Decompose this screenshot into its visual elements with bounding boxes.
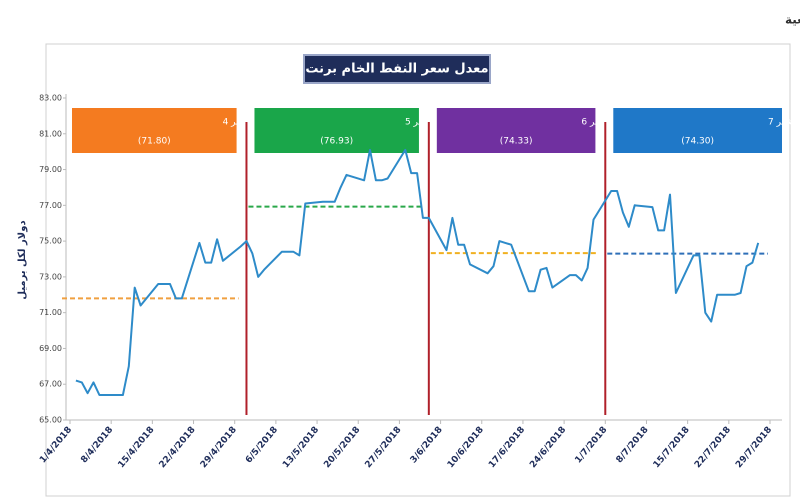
x-tick-label: 29/7/2018	[734, 425, 774, 470]
period-value-label: (74.30)	[681, 137, 714, 147]
y-tick-label: 73.00	[39, 272, 62, 281]
y-axis-label: دولار لكل برميل	[17, 220, 28, 299]
x-tick-label: 1/7/2018	[573, 425, 609, 465]
y-tick-label: 65.00	[39, 416, 62, 425]
x-tick-label: 10/6/2018	[446, 425, 486, 470]
x-tick-label: 1/4/2018	[38, 425, 74, 465]
x-tick-label: 27/5/2018	[364, 425, 404, 470]
y-tick-label: 67.00	[39, 380, 62, 389]
period-label: معدل اربع اسابيع من شهر 7	[768, 118, 800, 128]
x-tick-label: 22/7/2018	[693, 425, 733, 470]
x-tick-label: 22/4/2018	[158, 425, 198, 470]
price-line	[75, 148, 760, 396]
x-tick-label: 20/5/2018	[322, 425, 362, 470]
y-tick-label: 83.00	[39, 94, 62, 103]
period-value-label: (74.33)	[500, 137, 533, 147]
period-value-label: (76.93)	[320, 137, 353, 147]
y-tick-label: 75.00	[39, 237, 62, 246]
x-tick-label: 8/4/2018	[79, 425, 115, 465]
x-tick-label: 13/5/2018	[281, 425, 321, 470]
x-tick-label: 24/6/2018	[528, 425, 568, 470]
page-header: النشرة الأسبوعية لأسعار النفط الخام برنت…	[785, 12, 800, 28]
period-box	[436, 108, 596, 153]
y-tick-label: 77.00	[39, 201, 62, 210]
period-value-label: (71.80)	[138, 137, 171, 147]
period-box	[254, 108, 419, 153]
chart-frame	[45, 43, 791, 497]
period-box	[72, 108, 237, 153]
x-tick-label: 17/6/2018	[487, 425, 527, 470]
chart-title: معدل سعر النفط الخام برنت	[305, 62, 488, 77]
y-tick-label: 69.00	[39, 344, 62, 353]
title-box	[303, 54, 491, 84]
y-tick-label: 79.00	[39, 165, 62, 174]
y-tick-label: 81.00	[39, 129, 62, 138]
x-tick-label: 15/7/2018	[652, 425, 692, 470]
x-tick-label: 29/4/2018	[199, 425, 239, 470]
x-tick-label: 8/7/2018	[615, 425, 651, 465]
period-box	[613, 108, 782, 153]
x-tick-label: 3/6/2018	[409, 425, 445, 465]
x-tick-label: 6/5/2018	[244, 425, 280, 465]
y-tick-label: 71.00	[39, 308, 62, 317]
x-tick-label: 15/4/2018	[116, 425, 156, 470]
